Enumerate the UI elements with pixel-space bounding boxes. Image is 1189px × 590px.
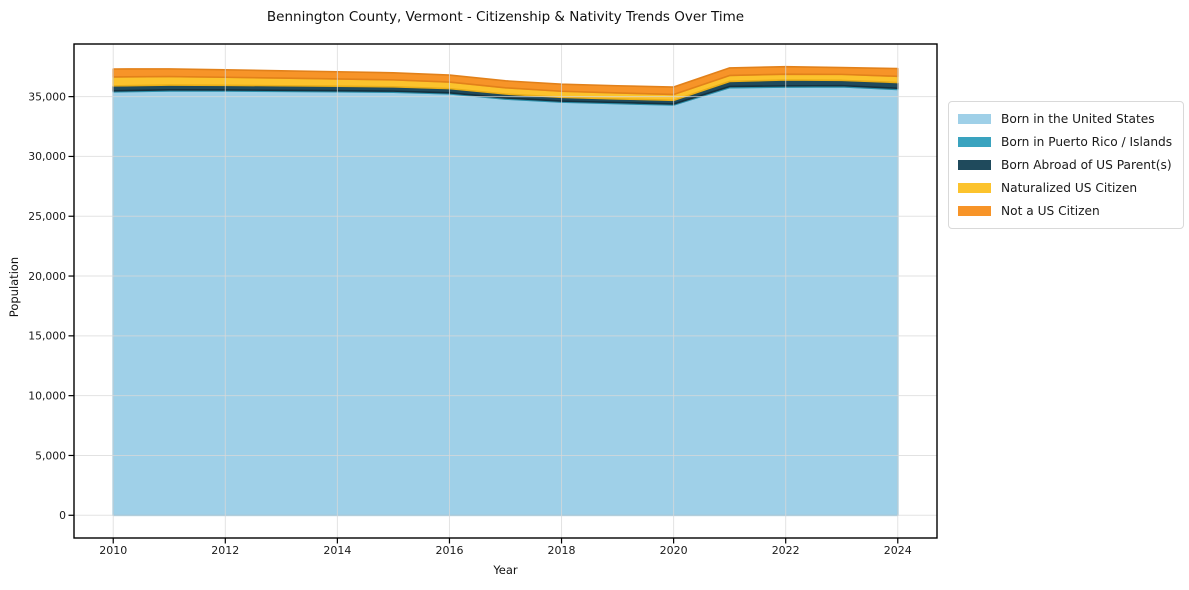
y-tick-label: 5,000: [35, 449, 66, 462]
x-tick-label: 2016: [435, 544, 463, 557]
x-tick-label: 2018: [548, 544, 576, 557]
legend-item-born-abroad-of-us-parent-s: Born Abroad of US Parent(s): [958, 153, 1172, 176]
x-tick-label: 2020: [660, 544, 688, 557]
legend-label: Born Abroad of US Parent(s): [1001, 157, 1172, 172]
area-born-in-the-united-states: [112, 86, 899, 517]
legend-item-naturalized-us-citizen: Naturalized US Citizen: [958, 176, 1172, 199]
legend-swatch-icon: [958, 113, 991, 124]
legend-swatch-icon: [958, 182, 991, 193]
legend-item-not-a-us-citizen: Not a US Citizen: [958, 199, 1172, 222]
x-tick-label: 2014: [323, 544, 351, 557]
plot-frame: [73, 43, 938, 539]
y-tick-label: 10,000: [28, 389, 66, 402]
legend-swatch-icon: [958, 136, 991, 147]
chart-title: Bennington County, Vermont - Citizenship…: [266, 9, 745, 25]
x-tick-label: 2012: [211, 544, 239, 557]
legend-swatch-icon: [958, 205, 991, 216]
x-tick-label: 2024: [884, 544, 912, 557]
legend-label: Not a US Citizen: [1001, 203, 1100, 218]
y-tick-label: 15,000: [28, 330, 66, 343]
legend-label: Born in Puerto Rico / Islands: [1001, 134, 1173, 149]
y-tick-label: 25,000: [28, 210, 66, 223]
x-tick-label: 2010: [99, 544, 127, 557]
x-tick-label: 2022: [772, 544, 800, 557]
y-tick-label: 30,000: [28, 150, 66, 163]
y-tick-label: 0: [59, 509, 66, 522]
y-tick-label: 20,000: [28, 270, 66, 283]
y-tick-label: 35,000: [28, 90, 66, 103]
legend-label: Born in the United States: [1001, 111, 1155, 126]
legend-label: Naturalized US Citizen: [1001, 180, 1138, 195]
x-axis-label: Year: [493, 563, 518, 577]
legend-swatch-icon: [958, 159, 991, 170]
legend-item-born-in-puerto-rico-islands: Born in Puerto Rico / Islands: [958, 130, 1172, 153]
legend: Born in the United States Born in Puerto …: [948, 101, 1185, 229]
legend-item-born-in-the-united-states: Born in the United States: [958, 107, 1172, 130]
